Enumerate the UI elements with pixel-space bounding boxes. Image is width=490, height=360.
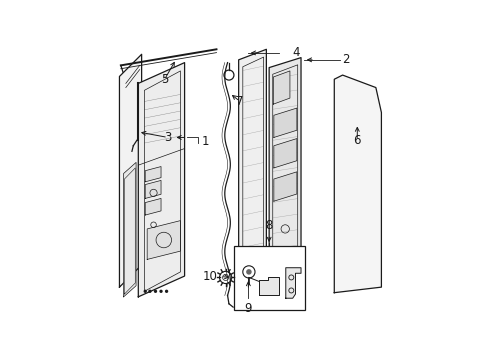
Text: 8: 8: [266, 219, 273, 232]
Polygon shape: [334, 75, 381, 293]
Polygon shape: [273, 257, 297, 290]
Polygon shape: [239, 49, 267, 304]
Text: 6: 6: [354, 134, 361, 147]
Text: 1: 1: [202, 135, 209, 148]
Circle shape: [148, 290, 151, 293]
Text: 10: 10: [202, 270, 217, 283]
Polygon shape: [138, 63, 185, 297]
Polygon shape: [145, 180, 161, 198]
Polygon shape: [274, 172, 297, 201]
Polygon shape: [269, 58, 301, 304]
Text: 3: 3: [164, 131, 171, 144]
Polygon shape: [145, 198, 161, 215]
Circle shape: [154, 290, 157, 293]
Polygon shape: [120, 54, 142, 287]
Text: 4: 4: [293, 46, 300, 59]
Text: 5: 5: [161, 73, 169, 86]
Polygon shape: [274, 108, 297, 138]
Polygon shape: [286, 268, 301, 298]
Polygon shape: [123, 162, 136, 297]
Circle shape: [246, 269, 252, 275]
Text: 2: 2: [343, 53, 350, 66]
Circle shape: [159, 290, 163, 293]
Bar: [235, 246, 305, 310]
Polygon shape: [145, 167, 161, 182]
Text: 7: 7: [236, 95, 244, 108]
Circle shape: [165, 290, 168, 293]
Polygon shape: [274, 139, 297, 168]
Polygon shape: [259, 278, 279, 296]
Polygon shape: [273, 71, 290, 104]
Text: 9: 9: [245, 302, 252, 315]
Circle shape: [144, 290, 147, 293]
Polygon shape: [147, 221, 180, 260]
